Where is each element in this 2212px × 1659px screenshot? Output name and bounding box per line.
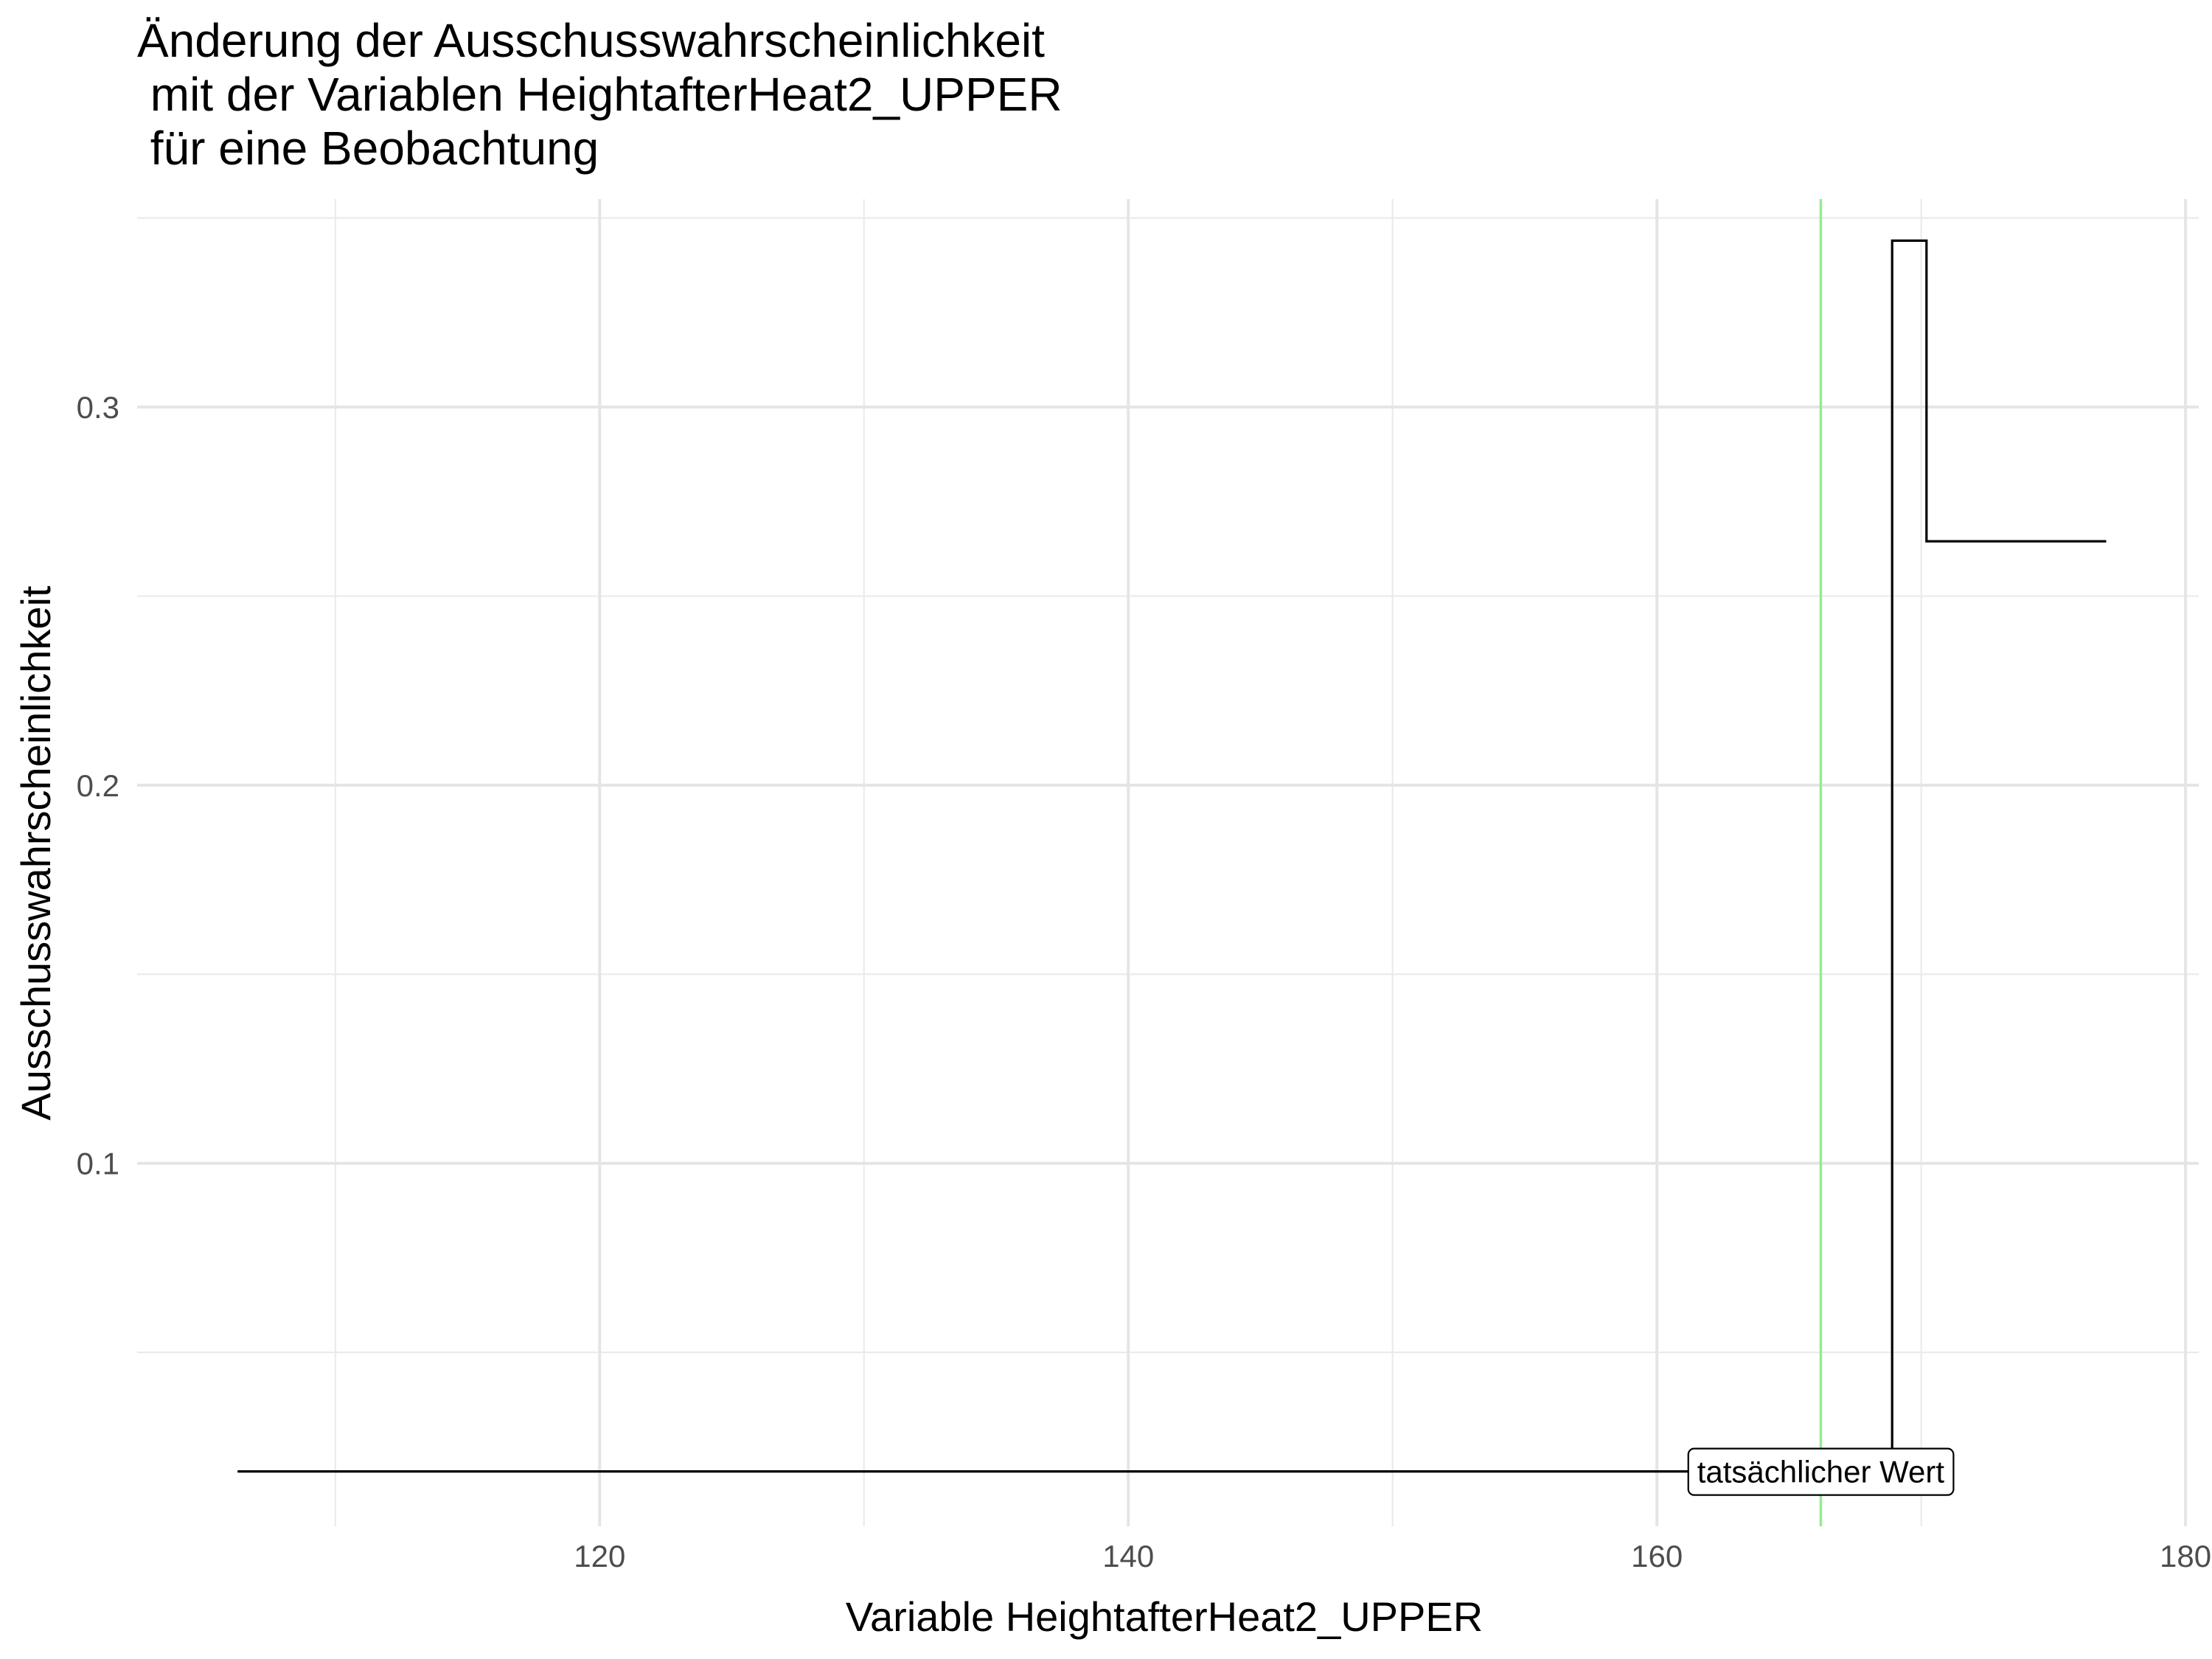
major-gridlines [137, 199, 2199, 1526]
chart-title-line-2: mit der Variablen HeightafterHeat2_UPPER [137, 68, 1062, 121]
annotation-layer: tatsächlicher Wert [1687, 1447, 1955, 1496]
chart-title: Änderung der Ausschusswahrscheinlichkeit… [0, 0, 1154, 175]
y-tick-label: 0.1 [77, 1147, 119, 1181]
x-tick-label: 180 [2160, 1539, 2211, 1573]
chart-title-line-1: Änderung der Ausschusswahrscheinlichkeit [137, 14, 1045, 67]
annotation-label: tatsächlicher Wert [1697, 1455, 1945, 1489]
minor-gridlines [137, 199, 2199, 1526]
x-tick-label: 160 [1631, 1539, 1683, 1573]
chart-title-line-3: für eine Beobachtung [137, 122, 599, 175]
annotation-label-box [1687, 1447, 1955, 1496]
y-tick-labels: 0.1 0.2 0.3 [77, 390, 119, 1181]
y-axis-title: Ausschusswahrscheinlichkeit [13, 585, 59, 1121]
x-tick-label: 140 [1102, 1539, 1154, 1573]
x-tick-labels: 120 140 160 180 [574, 1539, 2211, 1573]
x-tick-label: 120 [574, 1539, 625, 1573]
x-axis-title: Variable HeightafterHeat2_UPPER [846, 1593, 1483, 1640]
y-tick-label: 0.2 [77, 768, 119, 803]
series-layer [237, 239, 2107, 1473]
series-line [237, 239, 2107, 1473]
y-tick-label: 0.3 [77, 390, 119, 425]
